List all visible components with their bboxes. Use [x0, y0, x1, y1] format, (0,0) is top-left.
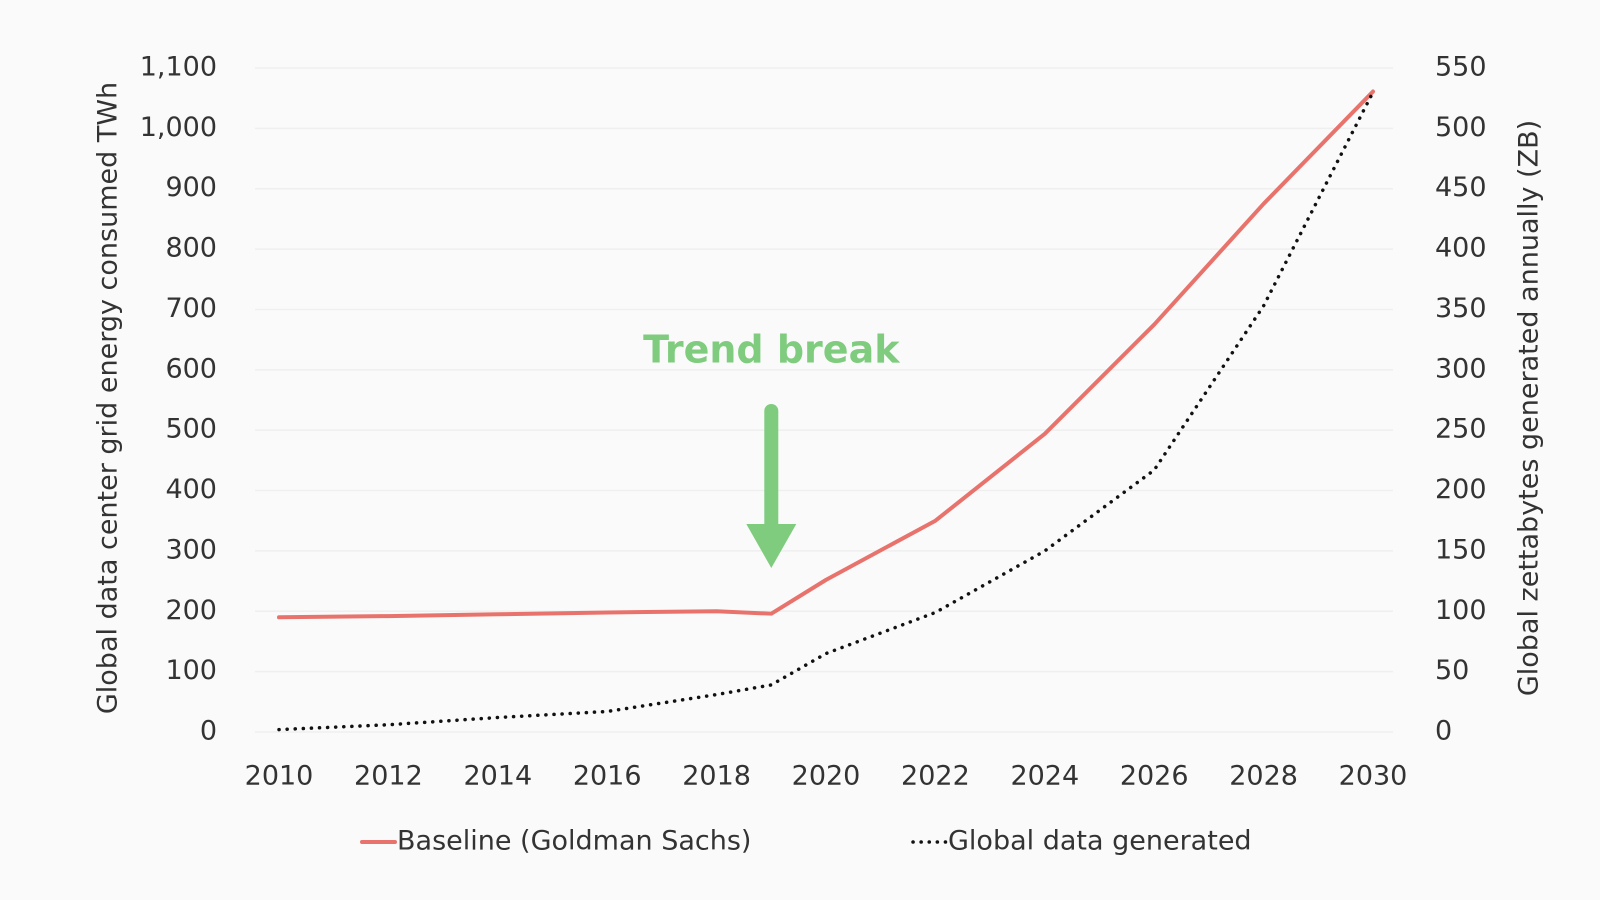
y-tick-label: 400 [165, 474, 217, 505]
legend-label: Baseline (Goldman Sachs) [397, 826, 751, 857]
y-tick-label: 800 [165, 233, 217, 264]
x-tick-label: 2018 [682, 761, 751, 792]
y-tick-label: 300 [165, 534, 217, 565]
y2-tick-label: 200 [1435, 474, 1487, 505]
x-tick-label: 2010 [245, 761, 314, 792]
x-tick-label: 2022 [901, 761, 970, 792]
y-tick-label: 600 [165, 353, 217, 384]
y-tick-label: 0 [200, 716, 217, 747]
series-line [277, 89, 1375, 620]
y-axis-title: Global data center grid energy consumed … [93, 82, 124, 714]
y2-tick-label: 250 [1435, 414, 1487, 445]
y2-tick-label: 450 [1435, 172, 1487, 203]
y-tick-label: 900 [165, 172, 217, 203]
x-tick-label: 2020 [792, 761, 861, 792]
x-tick-label: 2030 [1339, 761, 1408, 792]
x-tick-label: 2014 [463, 761, 532, 792]
series-line [277, 90, 1375, 732]
y2-axis-title: Global zettabytes generated annually (ZB… [1514, 120, 1545, 696]
y2-tick-label: 150 [1435, 534, 1487, 565]
y2-tick-label: 500 [1435, 112, 1487, 143]
y-tick-label: 200 [165, 595, 217, 626]
y-tick-label: 500 [165, 414, 217, 445]
y2-tick-label: 50 [1435, 655, 1469, 686]
y-tick-label: 1,100 [140, 52, 217, 83]
annotation-arrow-head [746, 524, 797, 568]
y2-tick-label: 550 [1435, 52, 1487, 83]
legend-label: Global data generated [948, 826, 1252, 857]
y2-tick-label: 300 [1435, 353, 1487, 384]
y2-tick-label: 350 [1435, 293, 1487, 324]
y2-tick-label: 0 [1435, 716, 1452, 747]
y-tick-label: 1,000 [140, 112, 217, 143]
y2-tick-label: 100 [1435, 595, 1487, 626]
y-tick-label: 100 [165, 655, 217, 686]
annotation: Trend break [643, 328, 900, 372]
x-tick-label: 2012 [354, 761, 423, 792]
y-tick-label: 700 [165, 293, 217, 324]
x-tick-label: 2026 [1120, 761, 1189, 792]
y2-tick-label: 400 [1435, 233, 1487, 264]
x-tick-label: 2028 [1229, 761, 1298, 792]
x-tick-label: 2016 [573, 761, 642, 792]
x-tick-label: 2024 [1010, 761, 1079, 792]
